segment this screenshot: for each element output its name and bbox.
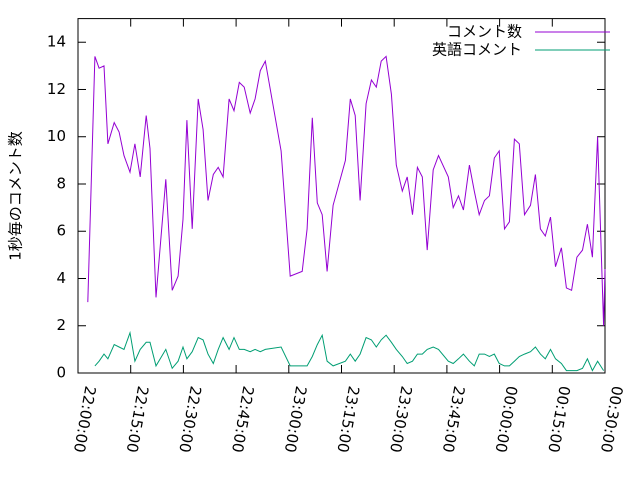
y-tick-label: 10 xyxy=(47,127,66,145)
y-tick-label: 2 xyxy=(56,316,66,334)
y-tick-label: 14 xyxy=(47,33,66,51)
legend-label: 英語コメント xyxy=(432,41,522,59)
legend-label: コメント数 xyxy=(447,23,522,41)
y-tick-label: 12 xyxy=(47,80,66,98)
series-line xyxy=(87,55,606,326)
y-tick-label: 0 xyxy=(56,364,66,382)
y-tick-label: 6 xyxy=(56,222,66,240)
y-axis-label: 1秒毎のコメント数 xyxy=(7,131,25,261)
y-tick-label: 8 xyxy=(56,174,66,192)
series-line xyxy=(94,330,605,372)
y-tick-label: 4 xyxy=(56,269,66,287)
